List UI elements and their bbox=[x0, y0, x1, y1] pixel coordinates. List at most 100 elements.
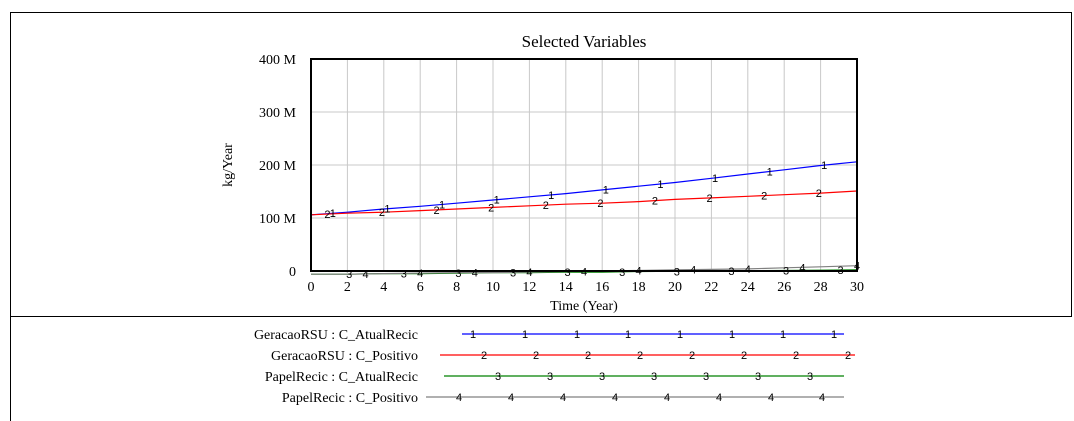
plot-area-border bbox=[310, 58, 858, 272]
series-marker-4: 4 bbox=[472, 268, 478, 280]
x-tick-label: 18 bbox=[632, 280, 646, 295]
y-tick-label: 200 M bbox=[259, 159, 297, 174]
legend-marker-1: 1 bbox=[625, 329, 631, 341]
x-tick-label: 22 bbox=[704, 280, 718, 295]
series-marker-1: 1 bbox=[603, 185, 609, 197]
x-tick-label: 8 bbox=[453, 280, 460, 295]
legend-marker-1: 1 bbox=[831, 329, 837, 341]
panel-frame-right bbox=[1071, 12, 1072, 316]
legend-label-2: GeracaoRSU : C_Positivo bbox=[271, 349, 418, 364]
x-tick-label: 0 bbox=[308, 280, 315, 295]
legend-marker-1: 1 bbox=[470, 329, 476, 341]
legend-label-3: PapelRecic : C_AtualRecic bbox=[265, 370, 418, 385]
legend-marker-2: 2 bbox=[689, 350, 695, 362]
series-marker-2: 2 bbox=[488, 202, 494, 214]
legend-marker-1: 1 bbox=[677, 329, 683, 341]
legend: GeracaoRSU : C_AtualRecic 1 1 1 1 1 1 1 1 Geracao… bbox=[254, 328, 855, 406]
legend-marker-4: 4 bbox=[768, 392, 774, 404]
legend-marker-3: 3 bbox=[807, 371, 813, 383]
legend-marker-4: 4 bbox=[716, 392, 722, 404]
series-marker-1: 1 bbox=[384, 204, 390, 216]
series-marker-1: 1 bbox=[494, 195, 500, 207]
legend-marker-2: 2 bbox=[585, 350, 591, 362]
legend-marker-1: 1 bbox=[729, 329, 735, 341]
legend-marker-3: 3 bbox=[651, 371, 657, 383]
x-tick-label: 4 bbox=[380, 280, 387, 295]
x-tick-label: 6 bbox=[417, 280, 424, 295]
x-tick-label: 16 bbox=[595, 280, 609, 295]
panel-frame-left bbox=[10, 12, 11, 421]
y-tick-label: 300 M bbox=[259, 106, 297, 121]
legend-marker-4: 4 bbox=[560, 392, 566, 404]
x-tick-label: 2 bbox=[344, 280, 351, 295]
legend-marker-4: 4 bbox=[612, 392, 618, 404]
legend-marker-2: 2 bbox=[845, 350, 851, 362]
series-marker-2: 2 bbox=[434, 205, 440, 217]
series-marker-4: 4 bbox=[417, 268, 423, 280]
legend-label-1: GeracaoRSU : C_AtualRecic bbox=[254, 328, 418, 343]
series-marker-1: 1 bbox=[712, 173, 718, 185]
panel-frame-top bbox=[10, 12, 1072, 13]
legend-marker-4: 4 bbox=[508, 392, 514, 404]
panel-frame-bottom bbox=[10, 316, 1072, 317]
series-marker-3: 3 bbox=[455, 268, 461, 280]
legend-marker-2: 2 bbox=[533, 350, 539, 362]
series-marker-1: 1 bbox=[767, 166, 773, 178]
series-line-2 bbox=[310, 190, 858, 216]
series-marker-4: 4 bbox=[363, 269, 369, 281]
legend-marker-2: 2 bbox=[481, 350, 487, 362]
series-line-1 bbox=[310, 161, 858, 216]
grid bbox=[310, 58, 858, 272]
series-marker-2: 2 bbox=[652, 196, 658, 208]
x-tick-label: 14 bbox=[559, 280, 573, 295]
legend-marker-4: 4 bbox=[664, 392, 670, 404]
legend-marker-2: 2 bbox=[793, 350, 799, 362]
series-marker-2: 2 bbox=[324, 209, 330, 221]
x-tick-label: 26 bbox=[777, 280, 791, 295]
legend-marker-1: 1 bbox=[780, 329, 786, 341]
series-marker-2: 2 bbox=[379, 207, 385, 219]
y-axis-label: kg/Year bbox=[221, 143, 236, 187]
x-tick-label: 28 bbox=[814, 280, 828, 295]
series-marker-1: 1 bbox=[548, 190, 554, 202]
legend-marker-3: 3 bbox=[599, 371, 605, 383]
series-marker-1: 1 bbox=[330, 208, 336, 220]
x-tick-label: 12 bbox=[522, 280, 536, 295]
series-marker-3: 3 bbox=[346, 269, 352, 281]
series-marker-4: 4 bbox=[745, 264, 751, 276]
legend-label-4: PapelRecic : C_Positivo bbox=[282, 391, 418, 406]
x-tick-label: 24 bbox=[741, 280, 755, 295]
legend-marker-4: 4 bbox=[819, 392, 825, 404]
legend-marker-3: 3 bbox=[495, 371, 501, 383]
series-marker-3: 3 bbox=[565, 267, 571, 279]
series-marker-3: 3 bbox=[674, 266, 680, 278]
legend-marker-1: 1 bbox=[574, 329, 580, 341]
series-marker-1: 1 bbox=[657, 179, 663, 191]
legend-marker-2: 2 bbox=[741, 350, 747, 362]
legend-marker-1: 1 bbox=[522, 329, 528, 341]
series-marker-1: 1 bbox=[439, 199, 445, 211]
legend-marker-2: 2 bbox=[637, 350, 643, 362]
series-marker-2: 2 bbox=[707, 193, 713, 205]
y-tick-label: 0 bbox=[289, 265, 296, 280]
series-marker-2: 2 bbox=[597, 198, 603, 210]
series-marker-4: 4 bbox=[799, 262, 805, 274]
series-marker-2: 2 bbox=[543, 200, 549, 212]
series-marker-3: 3 bbox=[401, 269, 407, 281]
series-marker-3: 3 bbox=[510, 268, 516, 280]
x-tick-label: 30 bbox=[850, 280, 864, 295]
series-marker-1: 1 bbox=[821, 160, 827, 172]
series-marker-2: 2 bbox=[816, 188, 822, 200]
chart-title: Selected Variables bbox=[522, 32, 647, 51]
legend-marker-3: 3 bbox=[755, 371, 761, 383]
y-tick-label: 100 M bbox=[259, 212, 297, 227]
x-axis-ticks: 0 2 4 6 8 10 12 14 16 18 20 22 24 26 28 30 bbox=[308, 280, 865, 295]
series-marker-4: 4 bbox=[581, 266, 587, 278]
series-marker-2: 2 bbox=[761, 191, 767, 203]
legend-marker-3: 3 bbox=[547, 371, 553, 383]
series-marker-3: 3 bbox=[619, 267, 625, 279]
x-tick-label: 20 bbox=[668, 280, 682, 295]
x-tick-label: 10 bbox=[486, 280, 500, 295]
